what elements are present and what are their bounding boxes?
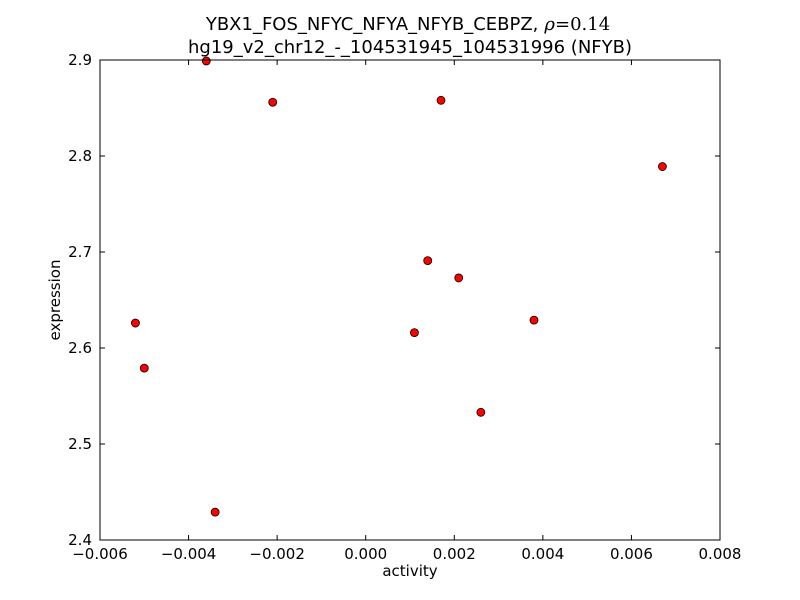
data-point [454, 273, 464, 283]
x-tick-label: 0.006 [610, 545, 653, 563]
x-tick-label: 0.004 [521, 545, 564, 563]
points-layer [131, 56, 667, 517]
data-point [476, 407, 486, 417]
y-axis-label: expression [46, 260, 64, 341]
y-tick-label: 2.4 [68, 531, 92, 549]
data-point [658, 162, 667, 171]
ticks-layer: −0.006 −0.004 −0.002 0.000 0.002 0.004 0.006 0.… [68, 51, 741, 563]
x-tick-label: 0.002 [433, 545, 476, 563]
data-point [139, 363, 149, 373]
y-tick-label: 2.9 [68, 51, 92, 69]
data-point [210, 507, 220, 517]
y-tick-label: 2.6 [68, 339, 92, 357]
y-tick-label: 2.5 [68, 435, 92, 453]
rho-value: =0.14 [555, 14, 610, 35]
data-point [201, 56, 211, 66]
x-tick-label: 0.008 [699, 545, 742, 563]
x-tick-label: 0.000 [344, 545, 387, 563]
plot-area [100, 60, 720, 540]
chart-title-line1: YBX1_FOS_NFYC_NFYA_NFYB_CEBPZ, ρ=0.14 [205, 14, 610, 35]
x-tick-label: −0.002 [249, 545, 305, 563]
x-tick-label: −0.004 [161, 545, 217, 563]
chart-title-line2: hg19_v2_chr12_-_104531945_104531996 (NFY… [188, 37, 632, 58]
data-point [423, 256, 433, 266]
chart-title-main: YBX1_FOS_NFYC_NFYA_NFYB_CEBPZ, [205, 14, 539, 35]
x-tick-label: −0.006 [72, 545, 128, 563]
data-point [436, 95, 446, 105]
plot-frame [99, 59, 721, 541]
data-point [268, 97, 278, 107]
data-point [131, 318, 140, 328]
data-point [529, 315, 539, 325]
x-axis-label: activity [382, 562, 437, 580]
data-point [410, 328, 419, 338]
y-tick-label: 2.8 [68, 147, 92, 165]
y-tick-label: 2.7 [68, 243, 92, 261]
rho-symbol: ρ [543, 14, 555, 35]
